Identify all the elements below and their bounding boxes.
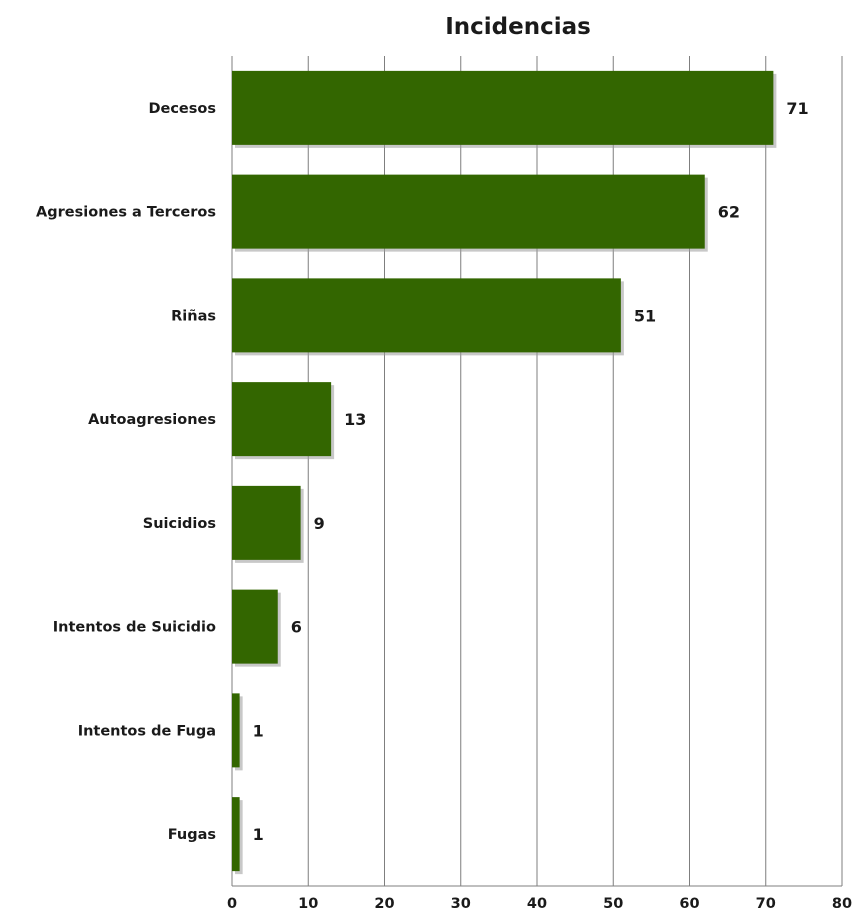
data-label: 6 [291, 618, 302, 637]
data-label: 1 [253, 825, 264, 844]
category-label: Intentos de Suicidio [53, 620, 216, 636]
bar [232, 174, 705, 249]
x-tick-label: 0 [227, 896, 237, 912]
bar [232, 797, 240, 872]
data-label: 71 [786, 99, 808, 118]
x-tick-label: 60 [679, 896, 699, 912]
data-label: 9 [314, 514, 325, 533]
x-tick-label: 10 [298, 896, 318, 912]
data-label: 13 [344, 410, 366, 429]
category-label: Intentos de Fuga [78, 723, 216, 739]
x-tick-label: 50 [603, 896, 623, 912]
data-label: 62 [718, 203, 740, 222]
x-tick-label: 80 [832, 896, 852, 912]
category-label: Autoagresiones [88, 412, 216, 428]
bar [232, 382, 332, 457]
data-label: 1 [253, 721, 264, 740]
chart-title: Incidencias [445, 14, 591, 40]
x-tick-label: 20 [374, 896, 394, 912]
category-label: Suicidios [143, 516, 216, 532]
category-labels: Decesos Agresiones a Terceros Riñas Autoagr… [36, 101, 216, 843]
value-labels: 71 62 51 13 9 6 1 1 [253, 99, 809, 844]
bars [232, 70, 774, 872]
category-label: Fugas [168, 827, 216, 843]
bar [232, 693, 240, 768]
x-tick-label: 70 [756, 896, 776, 912]
category-label: Agresiones a Terceros [36, 205, 216, 221]
category-label: Decesos [148, 101, 216, 117]
bar [232, 589, 278, 664]
bar [232, 70, 774, 145]
data-label: 51 [634, 306, 656, 325]
x-tick-label: 40 [527, 896, 547, 912]
bar [232, 485, 301, 560]
bar [232, 278, 621, 353]
x-tick-labels: 0 10 20 30 40 50 60 70 80 [227, 896, 852, 912]
category-label: Riñas [171, 308, 216, 324]
x-tick-label: 30 [451, 896, 471, 912]
